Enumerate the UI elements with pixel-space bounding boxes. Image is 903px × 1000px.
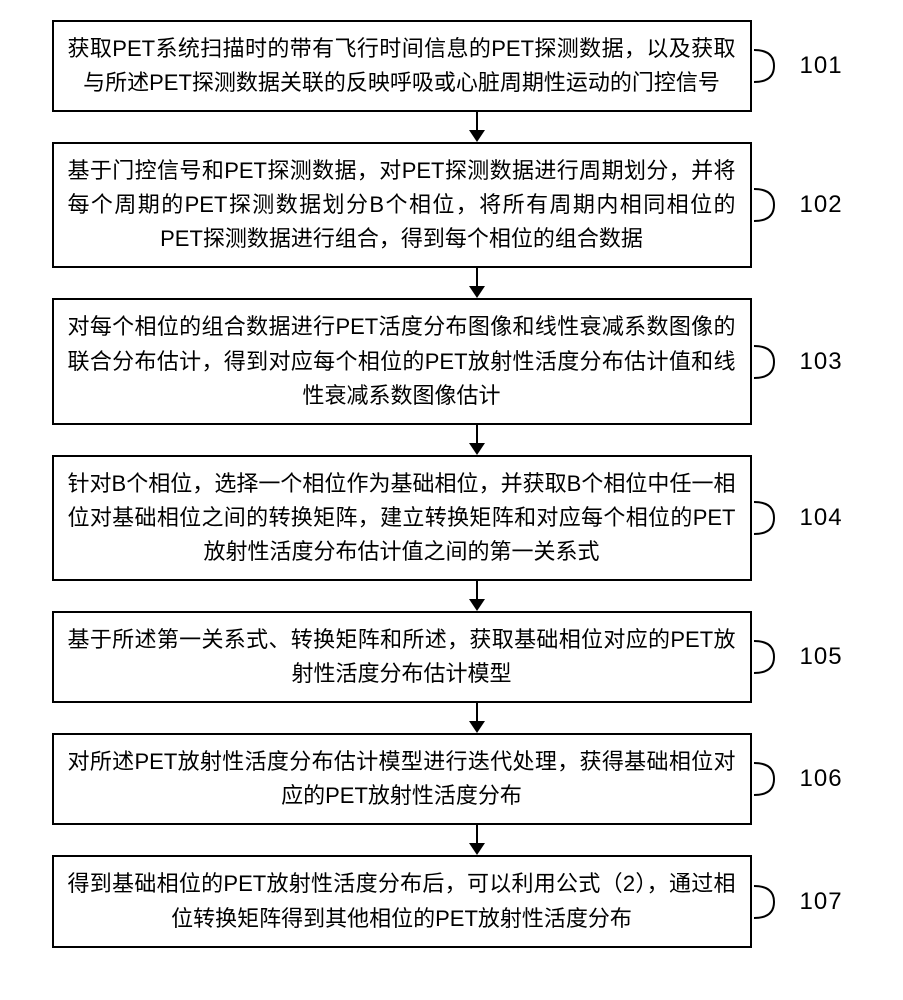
step-label: 105 <box>796 643 843 671</box>
step-row: 得到基础相位的PET放射性活度分布后，可以利用公式（2），通过相位转换矩阵得到其… <box>0 855 903 947</box>
arrow-down-icon <box>465 703 489 733</box>
connector-curve-icon <box>752 183 796 227</box>
arrow-down-icon <box>465 425 489 455</box>
arrow-down-icon <box>465 112 489 142</box>
step-box-102: 基于门控信号和PET探测数据，对PET探测数据进行周期划分，并将每个周期的PET… <box>52 142 752 268</box>
connector-curve-icon <box>752 635 796 679</box>
step-text: 基于所述第一关系式、转换矩阵和所述，获取基础相位对应的PET放射性活度分布估计模… <box>68 623 736 691</box>
step-row: 对每个相位的组合数据进行PET活度分布图像和线性衰减系数图像的联合分布估计，得到… <box>0 298 903 424</box>
step-row: 对所述PET放射性活度分布估计模型进行迭代处理，获得基础相位对应的PET放射性活… <box>0 733 903 825</box>
step-label: 103 <box>796 348 843 376</box>
step-row: 获取PET系统扫描时的带有飞行时间信息的PET探测数据，以及获取与所述PET探测… <box>0 20 903 112</box>
arrow-down-icon <box>465 825 489 855</box>
label-cell: 103 <box>752 340 902 384</box>
step-box-104: 针对B个相位，选择一个相位作为基础相位，并获取B个相位中任一相位对基础相位之间的… <box>52 455 752 581</box>
label-cell: 107 <box>752 880 902 924</box>
step-box-106: 对所述PET放射性活度分布估计模型进行迭代处理，获得基础相位对应的PET放射性活… <box>52 733 752 825</box>
step-text: 基于门控信号和PET探测数据，对PET探测数据进行周期划分，并将每个周期的PET… <box>68 154 736 256</box>
connector-curve-icon <box>752 496 796 540</box>
flowchart: 获取PET系统扫描时的带有飞行时间信息的PET探测数据，以及获取与所述PET探测… <box>0 0 903 968</box>
step-label: 106 <box>796 765 843 793</box>
connector-curve-icon <box>752 757 796 801</box>
step-box-107: 得到基础相位的PET放射性活度分布后，可以利用公式（2），通过相位转换矩阵得到其… <box>52 855 752 947</box>
step-text: 针对B个相位，选择一个相位作为基础相位，并获取B个相位中任一相位对基础相位之间的… <box>68 467 736 569</box>
step-row: 针对B个相位，选择一个相位作为基础相位，并获取B个相位中任一相位对基础相位之间的… <box>0 455 903 581</box>
step-label: 104 <box>796 504 843 532</box>
arrow-wrap <box>0 425 903 455</box>
step-text: 对每个相位的组合数据进行PET活度分布图像和线性衰减系数图像的联合分布估计，得到… <box>68 310 736 412</box>
arrow-wrap <box>0 825 903 855</box>
step-row: 基于门控信号和PET探测数据，对PET探测数据进行周期划分，并将每个周期的PET… <box>0 142 903 268</box>
connector-curve-icon <box>752 880 796 924</box>
arrow-wrap <box>0 581 903 611</box>
label-cell: 102 <box>752 183 902 227</box>
arrow-down-icon <box>465 268 489 298</box>
arrow-wrap <box>0 268 903 298</box>
label-cell: 101 <box>752 44 902 88</box>
label-cell: 104 <box>752 496 902 540</box>
step-box-101: 获取PET系统扫描时的带有飞行时间信息的PET探测数据，以及获取与所述PET探测… <box>52 20 752 112</box>
step-text: 获取PET系统扫描时的带有飞行时间信息的PET探测数据，以及获取与所述PET探测… <box>68 32 736 100</box>
arrow-down-icon <box>465 581 489 611</box>
connector-curve-icon <box>752 340 796 384</box>
label-cell: 106 <box>752 757 902 801</box>
step-label: 101 <box>796 52 843 80</box>
step-box-103: 对每个相位的组合数据进行PET活度分布图像和线性衰减系数图像的联合分布估计，得到… <box>52 298 752 424</box>
step-row: 基于所述第一关系式、转换矩阵和所述，获取基础相位对应的PET放射性活度分布估计模… <box>0 611 903 703</box>
arrow-wrap <box>0 703 903 733</box>
step-label: 102 <box>796 191 843 219</box>
arrow-wrap <box>0 112 903 142</box>
label-cell: 105 <box>752 635 902 679</box>
step-label: 107 <box>796 888 843 916</box>
step-text: 得到基础相位的PET放射性活度分布后，可以利用公式（2），通过相位转换矩阵得到其… <box>68 867 736 935</box>
connector-curve-icon <box>752 44 796 88</box>
step-box-105: 基于所述第一关系式、转换矩阵和所述，获取基础相位对应的PET放射性活度分布估计模… <box>52 611 752 703</box>
step-text: 对所述PET放射性活度分布估计模型进行迭代处理，获得基础相位对应的PET放射性活… <box>68 745 736 813</box>
